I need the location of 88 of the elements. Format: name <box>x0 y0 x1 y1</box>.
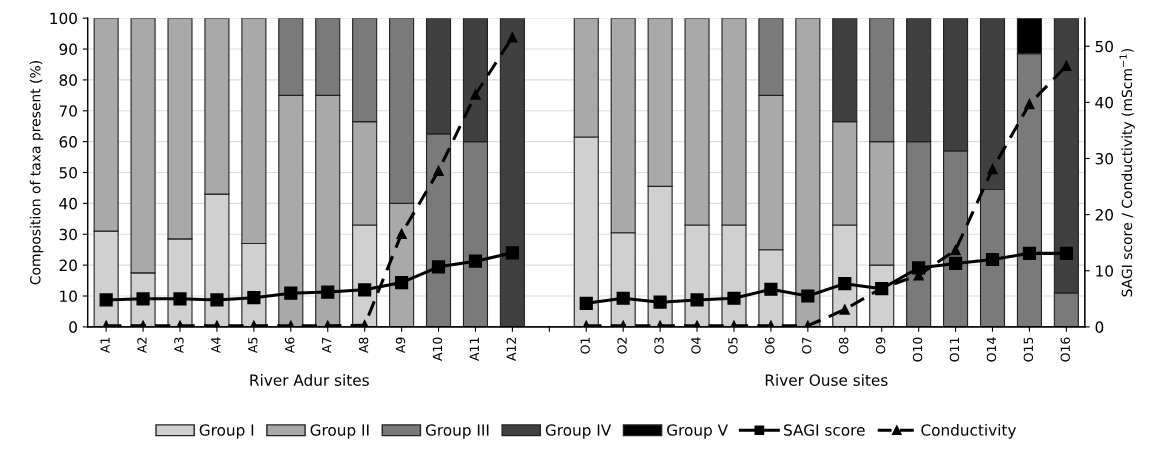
point <box>838 277 852 291</box>
x-tick-label: A3 <box>174 337 184 354</box>
x-tick-label: O4 <box>691 337 701 354</box>
x-tick-label: A8 <box>358 337 369 354</box>
x-tick-label: O14 <box>986 337 997 362</box>
y-tick-label: 30 <box>59 228 77 241</box>
point <box>950 244 961 256</box>
x-tick-label: A9 <box>395 337 406 354</box>
legend-label: Group III <box>425 424 489 439</box>
legend-label: Group I <box>199 424 254 439</box>
point <box>247 291 261 305</box>
x-tick-label: O6 <box>765 337 775 354</box>
point <box>284 286 298 300</box>
point <box>801 289 815 303</box>
text: River Ouse sites <box>765 374 888 386</box>
point <box>470 89 481 100</box>
y-tick-label: 80 <box>59 74 77 86</box>
y-tick-label: 60 <box>59 136 77 148</box>
point <box>505 246 519 260</box>
point <box>948 256 963 271</box>
x-tick-label: O5 <box>728 337 738 354</box>
x-tick-label: A6 <box>284 337 295 354</box>
y2-tick-label: 0 <box>1095 321 1104 333</box>
y2-tick-label: 50 <box>1095 40 1113 53</box>
x-tick-label: A7 <box>322 337 332 354</box>
bar <box>795 18 821 327</box>
point <box>764 282 778 296</box>
point <box>1022 246 1037 260</box>
legend-label: Group IV <box>545 424 612 439</box>
point <box>1059 246 1073 260</box>
legend-label: SAGI score <box>784 424 865 436</box>
y2-tick-label: 10 <box>1096 265 1113 277</box>
point <box>1061 60 1072 72</box>
point <box>396 228 407 239</box>
y2-tick-label: 20 <box>1095 209 1113 221</box>
y-tick-label: 100 <box>50 12 77 25</box>
x-tick-label: A10 <box>432 337 443 361</box>
y-tick-label: 40 <box>59 197 77 210</box>
x-tick-label: A12 <box>506 337 516 361</box>
x-tick-label: O8 <box>838 337 849 354</box>
point <box>616 291 630 305</box>
point <box>173 292 187 306</box>
x-tick-label: A2 <box>137 337 147 354</box>
x-tick-label: O2 <box>617 337 627 354</box>
bar <box>499 18 525 327</box>
y-tick-label: 10 <box>60 290 77 303</box>
x-tick-label: O11 <box>949 337 960 362</box>
y-tick-label: 70 <box>59 105 77 117</box>
legend-label: Group V <box>667 424 728 439</box>
point <box>507 32 518 43</box>
y-tick-label: 20 <box>59 259 77 272</box>
point <box>321 285 335 299</box>
text: River Adur sites <box>250 374 369 386</box>
y2-tick-label: 30 <box>1095 152 1113 165</box>
point <box>210 293 224 307</box>
point <box>468 254 483 268</box>
x-tick-label: O9 <box>875 337 886 354</box>
point <box>653 295 667 309</box>
y-axis-title: Composition of taxa present (%) <box>29 61 44 285</box>
x-tick-label: O10 <box>912 337 923 362</box>
point <box>839 304 850 315</box>
x-tick-label: O15 <box>1023 337 1034 362</box>
point <box>985 252 1000 267</box>
legend-label: Group II <box>310 424 369 439</box>
y2-tick-label: 40 <box>1095 96 1113 109</box>
point <box>433 165 444 177</box>
point <box>1024 98 1035 110</box>
point <box>358 283 372 297</box>
x-tick-label: O3 <box>654 337 664 354</box>
x-tick-label: A4 <box>211 337 221 354</box>
x-tick-label: A5 <box>248 337 258 354</box>
point <box>579 296 593 310</box>
y2-axis-title: SAGI score / Conductivity (mScm$^{−1}$) <box>1119 48 1135 297</box>
x-tick-label: A11 <box>469 337 479 361</box>
y-tick-label: 0 <box>69 321 77 333</box>
point <box>394 275 409 290</box>
point <box>727 291 741 305</box>
x-tick-label: O1 <box>580 337 590 354</box>
y-tick-label: 90 <box>59 43 77 56</box>
point <box>690 293 704 307</box>
x-tick-label: A1 <box>100 337 110 354</box>
legend-label: Conductivity <box>921 423 1017 439</box>
point <box>99 293 113 307</box>
point <box>987 163 998 175</box>
point <box>431 260 446 274</box>
x-tick-label: O7 <box>802 337 812 354</box>
x-tick-label: O16 <box>1060 337 1070 362</box>
y-tick-label: 50 <box>59 166 77 179</box>
